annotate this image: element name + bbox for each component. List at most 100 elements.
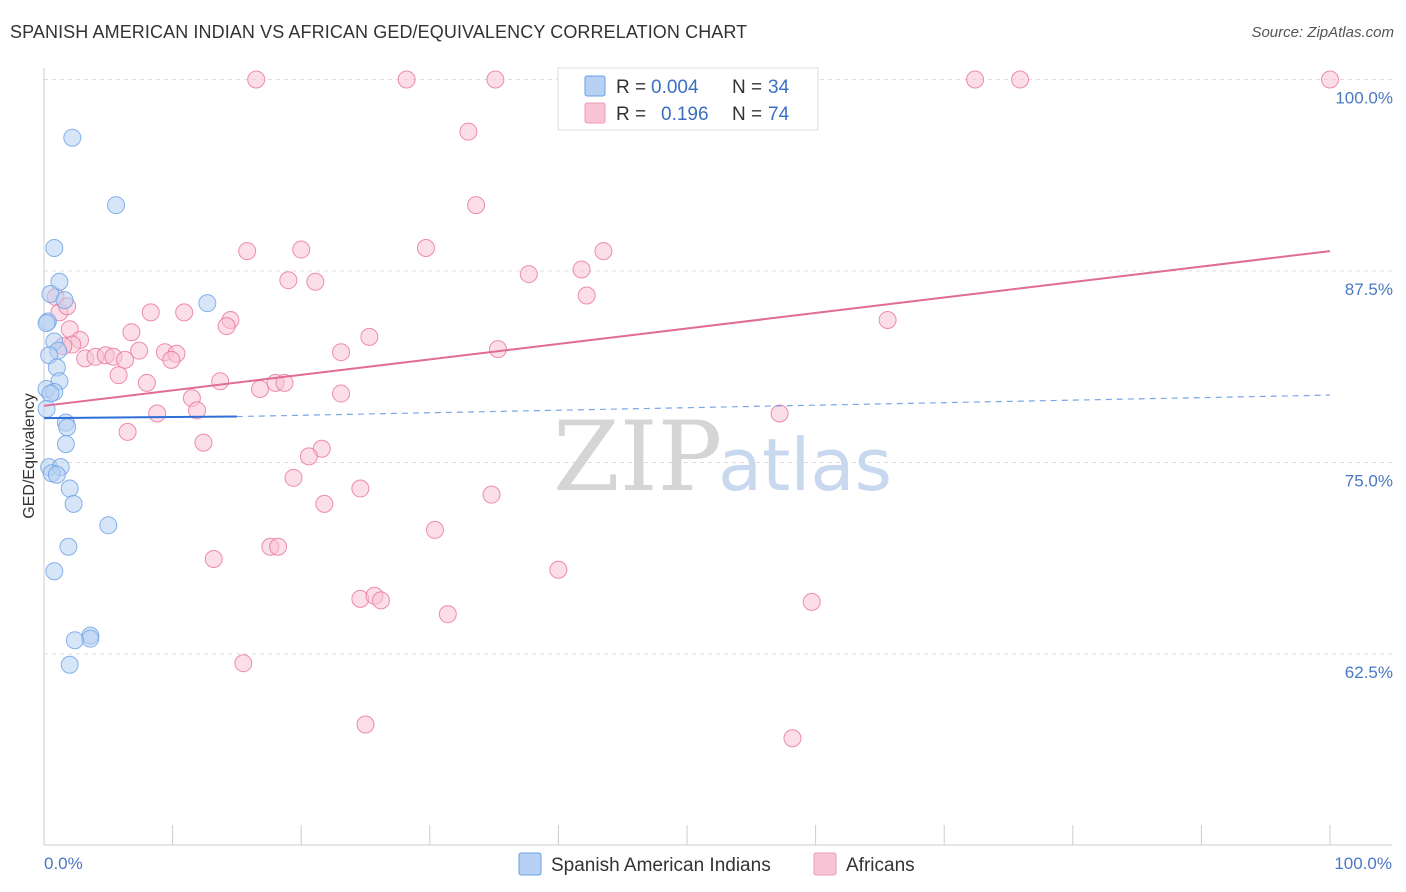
spanish-american-indians-point (45, 562, 64, 581)
africans-point (217, 317, 236, 336)
legend-n-value-2: 74 (768, 104, 790, 125)
spanish-american-indians-point (41, 384, 60, 403)
africans-point (204, 550, 223, 569)
africans-point (247, 70, 266, 89)
legend-r-label-1: R = (616, 77, 646, 98)
africans-point (572, 260, 591, 279)
africans-point (332, 384, 351, 403)
africans-point (148, 404, 167, 423)
africans-point (194, 433, 213, 452)
spanish-american-indians-trend-line (43, 415, 237, 420)
spanish-american-indians-point (107, 196, 126, 215)
africans-point (279, 271, 298, 290)
y-tick-label: 87.5% (1345, 280, 1393, 299)
africans-point (459, 122, 478, 141)
africans-point (251, 379, 270, 398)
spanish-american-indians-point (99, 516, 118, 535)
spanish-american-indians-points (37, 128, 217, 674)
africans-point (577, 286, 596, 305)
spanish-american-indians-point (47, 465, 66, 484)
africans-point (306, 272, 325, 291)
source-credit: Source: ZipAtlas.com (1251, 24, 1394, 41)
africans-point (519, 265, 538, 284)
africans-point (269, 537, 288, 556)
series-legend-label-spanish-american-indians: Spanish American Indians (551, 855, 771, 876)
series-legend-swatch-africans (813, 852, 837, 876)
spanish-american-indians-point (56, 435, 75, 454)
watermark: ZIP atlas (553, 401, 892, 513)
africans-point (292, 240, 311, 259)
series-legend-label-africans: Africans (846, 855, 915, 876)
axes (43, 68, 1392, 846)
africans-point (137, 373, 156, 392)
africans-point (966, 70, 985, 89)
africans-point (211, 372, 230, 391)
africans-point (397, 70, 416, 89)
africans-point (315, 494, 334, 513)
legend-r-value-1: 0.004 (651, 77, 699, 98)
spanish-american-indians-point (60, 479, 79, 498)
africans-point (1321, 70, 1339, 89)
africans-point (783, 729, 802, 748)
africans-point (109, 366, 128, 385)
africans-point (467, 196, 486, 215)
spanish-american-indians-point (58, 418, 77, 437)
legend-n-label-2: N = (732, 104, 762, 125)
africans-point (1011, 70, 1030, 89)
africans-trend-line (43, 250, 1331, 407)
y-axis-label: GED/Equivalency (21, 393, 38, 518)
africans-point (162, 350, 181, 369)
africans-point (594, 242, 613, 261)
y-tick-label: 100.0% (1335, 89, 1393, 108)
africans-point (141, 303, 160, 322)
spanish-american-indians-point (37, 314, 56, 333)
spanish-american-indians-point (64, 494, 83, 513)
africans-point (371, 591, 390, 610)
africans-point (130, 341, 149, 360)
africans-point (118, 422, 137, 441)
africans-point (488, 340, 507, 359)
x-tick-marks (172, 825, 1331, 845)
x-tick-label-min: 0.0% (44, 854, 83, 873)
spanish-american-indians-point (59, 537, 78, 556)
africans-point (770, 404, 789, 423)
africans-point (438, 605, 457, 624)
spanish-american-indians-point (60, 655, 79, 674)
africans-point (549, 560, 568, 579)
spanish-american-indians-point (198, 294, 217, 313)
watermark-atlas: atlas (718, 423, 892, 507)
spanish-american-indians-point (81, 629, 100, 648)
africans-points (46, 70, 1339, 748)
africans-point (351, 479, 370, 498)
legend-n-value-1: 34 (768, 77, 790, 98)
africans-point (482, 485, 501, 504)
legend-r-label-2: R = (616, 104, 646, 125)
africans-point (275, 373, 294, 392)
y-tick-label: 75.0% (1345, 472, 1393, 491)
chart-title: SPANISH AMERICAN INDIAN VS AFRICAN GED/E… (10, 22, 748, 42)
africans-point (238, 242, 257, 261)
africans-point (356, 715, 375, 734)
x-tick-label-max: 100.0% (1334, 854, 1392, 873)
africans-point (425, 520, 444, 539)
y-tick-labels: 62.5% 75.0% 87.5% 100.0% (1335, 89, 1393, 683)
africans-point (116, 350, 135, 369)
spanish-american-indians-point (63, 128, 82, 147)
series-legend: Spanish American Indians Africans (518, 852, 915, 876)
africans-point (486, 70, 505, 89)
africans-point (802, 592, 821, 611)
africans-point (175, 303, 194, 322)
legend-n-label-1: N = (732, 77, 762, 98)
africans-point (332, 343, 351, 362)
africans-point (299, 447, 318, 466)
spanish-american-indians-point (50, 272, 69, 291)
legend-swatch-spanish-american-indians (584, 75, 606, 97)
africans-point (360, 327, 379, 346)
y-tick-label: 62.5% (1345, 663, 1393, 682)
spanish-american-indians-point (65, 631, 84, 650)
africans-point (234, 654, 253, 673)
spanish-american-indians-point (37, 399, 56, 418)
africans-point (878, 311, 897, 330)
africans-point (416, 239, 435, 258)
